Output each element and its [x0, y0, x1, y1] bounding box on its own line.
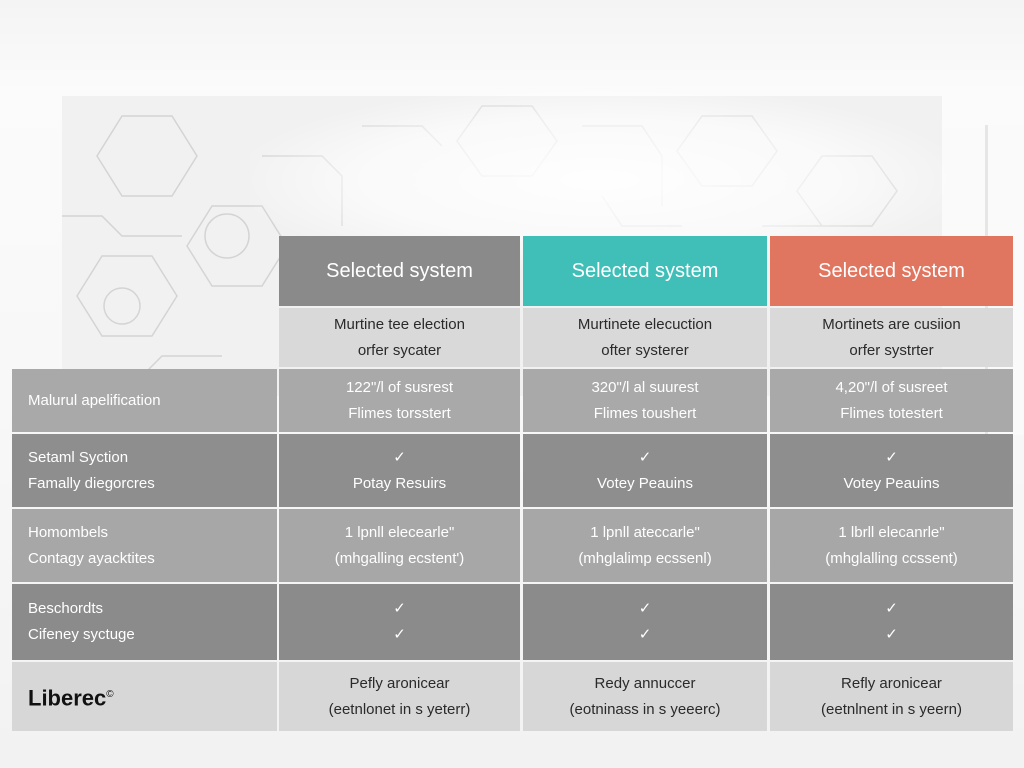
cell-text: Refly aronicear — [841, 674, 942, 692]
brand-logo: Liberec© — [28, 682, 114, 711]
check-icon: ✓ — [393, 626, 406, 643]
row-label-text: Homombels — [28, 523, 109, 541]
subheader-line: orfer sycater — [357, 341, 442, 359]
row-label-5: Liberec© — [12, 662, 277, 731]
check-icon: ✓ — [885, 600, 898, 617]
column-header-1[interactable]: Selected system — [279, 236, 520, 306]
cell-text: (eetnlonet in s yeterr) — [328, 700, 471, 718]
column-subheader-2: Murtinete elecuction ofter systerer — [523, 308, 767, 367]
cell-text: 1 lpnll elecearle" — [344, 523, 455, 541]
brand-name: Liberec — [28, 685, 107, 711]
subheader-line: Murtinete elecuction — [577, 315, 713, 333]
table-cell: Refly aronicear (eetnlnent in s yeern) — [770, 662, 1013, 731]
cell-text: Potay Resuirs — [352, 474, 447, 492]
table-cell: ✓ ✓ — [523, 584, 767, 660]
table-cell: ✓ ✓ — [770, 584, 1013, 660]
subheader-line: Mortinets are cusiion — [822, 315, 961, 333]
cell-text: 1 lbrll elecanrle" — [838, 523, 945, 541]
table-cell: 1 lpnll ateccarle" (mhglalimp ecssenl) — [523, 509, 767, 582]
table-cell: 4,20"/l of susreet Flimes totestert — [770, 369, 1013, 432]
cell-text: 1 lpnll ateccarle" — [590, 523, 700, 541]
subheader-line: Murtine tee election — [334, 315, 465, 333]
cell-text: (eotninass in s yeeerc) — [569, 700, 721, 718]
cell-text: 320"/l al suurest — [591, 378, 699, 396]
check-icon: ✓ — [885, 626, 898, 643]
cell-text: Flimes torsstert — [348, 404, 451, 422]
table-cell: 320"/l al suurest Flimes toushert — [523, 369, 767, 432]
table-cell: ✓ Potay Resuirs — [279, 434, 520, 507]
table-cell: 1 lpnll elecearle" (mhgalling ecstent') — [279, 509, 520, 582]
cell-text: 122"/l of susrest — [345, 378, 454, 396]
column-header-label: Selected system — [326, 260, 473, 282]
row-label-text: Malurul apelification — [28, 391, 161, 409]
table-cell: ✓ Votey Peauins — [523, 434, 767, 507]
table-cell: Pefly aronicear (eetnlonet in s yeterr) — [279, 662, 520, 731]
cell-text: (mhglalimp ecssenl) — [578, 549, 712, 567]
check-icon: ✓ — [393, 448, 406, 466]
row-label-4: Beschordts Cifeney syctuge — [12, 584, 277, 660]
cell-text: (eetnlnent in s yeern) — [821, 700, 962, 718]
row-label-text: Beschordts — [28, 600, 104, 617]
check-icon: ✓ — [638, 600, 652, 617]
column-header-3[interactable]: Selected system — [770, 236, 1013, 306]
cell-text: Flimes totestert — [840, 404, 943, 422]
cell-text: Votey Peauins — [843, 474, 940, 492]
table-cell: 122"/l of susrest Flimes torsstert — [279, 369, 520, 432]
row-label-3: Homombels Contagy ayacktites — [12, 509, 277, 582]
cell-text: (mhglalling ccssent) — [825, 549, 958, 567]
row-label-1: Malurul apelification — [12, 369, 277, 432]
row-label-2: Setaml Syction Famally diegorcres — [12, 434, 277, 507]
column-subheader-1: Murtine tee election orfer sycater — [279, 308, 520, 367]
column-header-label: Selected system — [818, 260, 965, 282]
brand-mark: © — [106, 688, 114, 700]
cell-text: (mhgalling ecstent') — [334, 549, 465, 567]
check-icon: ✓ — [393, 600, 406, 617]
check-icon: ✓ — [885, 448, 898, 466]
cell-text: 4,20"/l of susreet — [835, 378, 948, 396]
row-label-text: Setaml Syction — [28, 448, 129, 466]
cell-text: Redy annuccer — [594, 674, 696, 692]
cell-text: Flimes toushert — [593, 404, 697, 422]
cell-text: Pefly aronicear — [349, 674, 450, 692]
table-cell: ✓ Votey Peauins — [770, 434, 1013, 507]
check-icon: ✓ — [638, 448, 652, 466]
cell-text: Votey Peauins — [597, 474, 693, 492]
row-label-text: Cifeney syctuge — [28, 626, 135, 643]
column-subheader-3: Mortinets are cusiion orfer systrter — [770, 308, 1013, 367]
row-label-text: Contagy ayacktites — [28, 549, 155, 567]
table-cell: Redy annuccer (eotninass in s yeeerc) — [523, 662, 767, 731]
table-cell: 1 lbrll elecanrle" (mhglalling ccssent) — [770, 509, 1013, 582]
subheader-line: orfer systrter — [849, 341, 934, 359]
table-cell: ✓ ✓ — [279, 584, 520, 660]
column-header-2[interactable]: Selected system — [523, 236, 767, 306]
row-label-text: Famally diegorcres — [28, 474, 155, 492]
column-header-label: Selected system — [571, 260, 719, 282]
subheader-line: ofter systerer — [601, 341, 689, 359]
check-icon: ✓ — [638, 626, 652, 643]
